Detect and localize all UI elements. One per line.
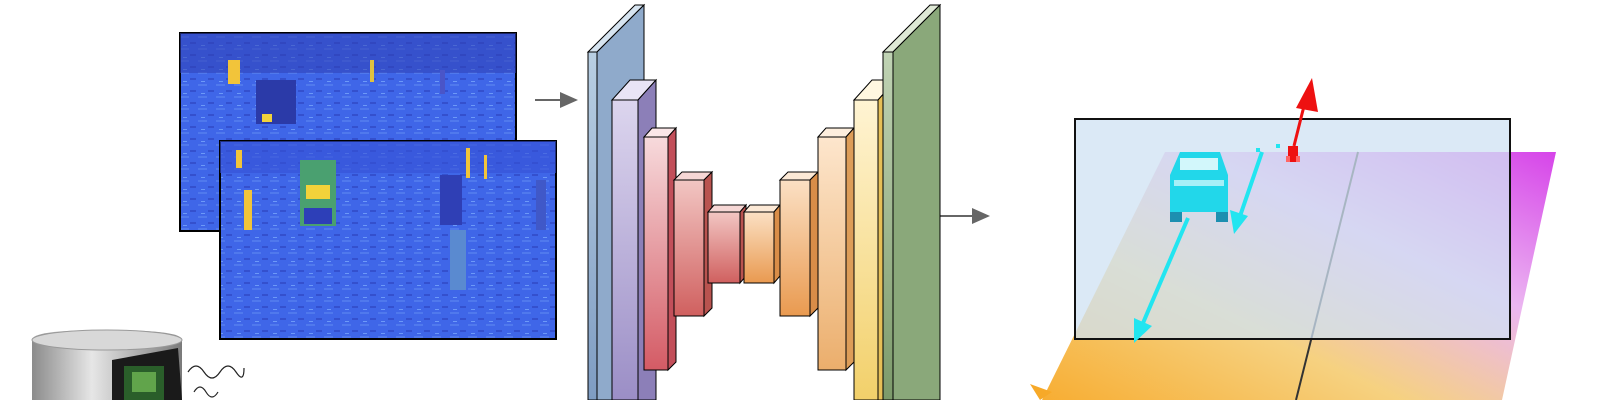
- small-velocity-arrow: [1230, 144, 1280, 234]
- pedestrian-icon: [1286, 146, 1300, 162]
- car-icon: [1170, 152, 1228, 222]
- decoder-block-5: [881, 3, 942, 400]
- encoder-block-4: [672, 170, 714, 318]
- decoder-block-2: [778, 170, 820, 318]
- decoder-block-3: [816, 126, 856, 372]
- lidar-sensor-icon: [31, 329, 183, 400]
- pedestrian-velocity-arrow: [1292, 78, 1318, 147]
- orange-arrowhead: [1030, 384, 1052, 400]
- range-image-front: [219, 140, 557, 340]
- encoder-block-5: [706, 203, 748, 285]
- signal-wave-icon: [187, 365, 245, 398]
- car-velocity-arrow: [1134, 217, 1190, 343]
- decoder-block-1: [742, 203, 782, 285]
- encoder-block-3: [642, 126, 678, 372]
